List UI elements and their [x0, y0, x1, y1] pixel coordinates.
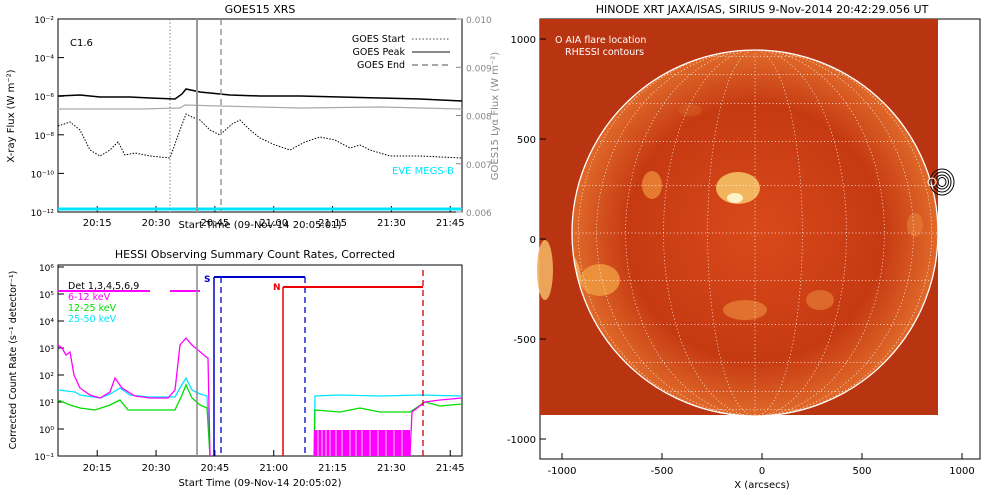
hessi-magenta-tail [409, 397, 462, 456]
goes-ytick-right-label: 0.009 [466, 64, 492, 74]
aia-flare-location-marker [927, 177, 937, 187]
goes-legend-label: GOES Start [352, 34, 405, 45]
limb-bright-region [537, 240, 553, 300]
hessi-xtick-label: 20:30 [142, 463, 171, 474]
hessi-frame [57, 264, 463, 457]
goes-xtick-label: 20:30 [142, 218, 171, 229]
goes-legend-label: GOES End [357, 60, 405, 71]
xrt-ytick-label: -500 [513, 335, 536, 346]
goes-xtick-label: 21:30 [377, 218, 406, 229]
goes-ytick-right-label: 0.006 [466, 209, 492, 219]
hessi-xtick-label: 21:15 [318, 463, 347, 474]
hessi-panel: HESSI Observing Summary Count Rates, Cor… [8, 248, 465, 489]
hessi-ytick-label: 10⁻¹ [34, 453, 54, 463]
hessi-xtick-label: 21:00 [259, 463, 288, 474]
xrt-xtick-label: 500 [852, 466, 871, 477]
goes-ytick-left-label: 10⁻¹² [31, 209, 55, 219]
hessi-legend-label: 25-50 keV [68, 314, 117, 325]
xrt-xtick-label: -1000 [547, 466, 576, 477]
goes-ytick-right-label: 0.008 [466, 113, 492, 123]
hessi-xtick-label: 21:30 [377, 463, 406, 474]
hessi-title: HESSI Observing Summary Count Rates, Cor… [115, 248, 395, 261]
grid-longitude-line [663, 50, 756, 416]
xrt-ytick-label: -1000 [507, 435, 536, 446]
hessi-saa-label: S [204, 275, 210, 285]
goes-ytick-left-label: 10⁻¹⁰ [31, 170, 55, 180]
goes-yaxis-right: 0.010 0.009 0.008 0.007 0.006 [456, 16, 492, 219]
grid-longitude-line [754, 50, 914, 416]
hessi-xtick-label: 21:45 [436, 463, 465, 474]
goes-title: GOES15 XRS [225, 3, 296, 16]
hessi-night-label: N [273, 283, 281, 293]
hessi-ytick-label: 10¹ [39, 399, 54, 409]
xrt-xlabel: X (arcsecs) [734, 480, 790, 491]
hessi-yaxis: 10⁶ 10⁵ 10⁴ 10³ 10² 10¹ 10⁰ 10⁻¹ [34, 264, 64, 463]
goes-xtick-label: 20:45 [200, 218, 229, 229]
xrt-legend-aia: O AIA flare location [555, 35, 646, 46]
hessi-legend-label: 12-25 keV [68, 303, 117, 314]
hessi-ylabel: Corrected Count Rate (s⁻¹ detector⁻¹) [8, 271, 19, 450]
goes-ylabel-left: X-ray Flux (W m⁻²) [6, 69, 17, 162]
hessi-ytick-label: 10² [39, 372, 54, 382]
goes-lya-line [58, 104, 462, 110]
hessi-magenta-hatch [317, 430, 403, 456]
goes-short-line [58, 113, 462, 159]
xrt-ytick-label: 1000 [511, 35, 536, 46]
goes-xtick-label: 21:15 [318, 218, 347, 229]
heliographic-grid [572, 50, 938, 416]
goes-ytick-right-label: 0.007 [466, 161, 492, 171]
goes-legend: GOES Start GOES Peak GOES End [352, 34, 450, 71]
hessi-ytick-label: 10⁴ [39, 318, 54, 328]
hessi-xtick-label: 20:45 [200, 463, 229, 474]
goes-long-line [58, 88, 462, 102]
hessi-xtick-label: 20:15 [83, 463, 112, 474]
goes-xtick-label: 20:15 [83, 218, 112, 229]
xrt-panel: HINODE XRT JAXA/ISAS, SIRIUS 9-Nov-2014 … [507, 3, 981, 491]
goes-ytick-left-label: 10⁻⁴ [34, 55, 54, 65]
hessi-ytick-label: 10³ [39, 345, 54, 355]
xrt-ytick-label: 0 [530, 235, 536, 246]
goes-ytick-left-label: 10⁻⁶ [34, 93, 54, 103]
xrt-xaxis: -1000 -500 0 500 1000 [547, 453, 975, 477]
hessi-ytick-label: 10⁵ [39, 291, 54, 301]
goes-ytick-left-label: 10⁻² [34, 16, 54, 26]
hessi-ytick-label: 10⁶ [39, 264, 54, 274]
goes-eve-label: EVE MEGS-B [392, 166, 454, 177]
goes-legend-label: GOES Peak [353, 47, 406, 58]
hessi-magenta-line [58, 337, 211, 456]
grid-longitude-line [707, 50, 756, 416]
xrt-title: HINODE XRT JAXA/ISAS, SIRIUS 9-Nov-2014 … [596, 3, 929, 16]
goes-xtick-label: 21:00 [259, 218, 288, 229]
xrt-legend-rhessi: RHESSI contours [565, 47, 644, 58]
grid-longitude-line [754, 50, 803, 416]
goes-xlabel: Start Time (09-Nov-14 20:05:01) [178, 220, 341, 231]
goes-xaxis: 20:15 20:30 20:45 21:00 21:15 21:30 21:45 [83, 206, 465, 229]
goes-yaxis-left: 10⁻² 10⁻⁴ 10⁻⁶ 10⁻⁸ 10⁻¹⁰ 10⁻¹² [31, 16, 64, 219]
xrt-xtick-label: 0 [759, 466, 765, 477]
hessi-xaxis: 20:15 20:30 20:45 21:00 21:15 21:30 21:45 [83, 450, 465, 474]
goes-class-label: C1.6 [70, 38, 93, 49]
grid-longitude-line [596, 50, 756, 416]
hessi-ytick-label: 10⁰ [39, 426, 54, 436]
goes-panel: GOES15 XRS 10⁻² 10⁻⁴ 10⁻⁶ 10⁻⁸ 10⁻¹⁰ 10⁻¹² 0.… [6, 3, 501, 231]
grid-longitude-line [754, 50, 847, 416]
xrt-yaxis: 1000 500 0 -500 -1000 [507, 35, 546, 446]
goes-ytick-left-label: 10⁻⁸ [34, 132, 54, 142]
goes-xtick-label: 21:45 [436, 218, 465, 229]
xrt-xtick-label: 1000 [949, 466, 974, 477]
hessi-legend-label: 6-12 keV [68, 292, 111, 303]
solar-limb [571, 49, 939, 417]
goes-ytick-right-label: 0.010 [466, 16, 492, 26]
goes-ylabel-right: GOES15 Lyα Flux (W m⁻²) [490, 52, 501, 180]
xrt-xtick-label: -500 [651, 466, 674, 477]
hessi-xlabel: Start Time (09-Nov-14 20:05:02) [178, 478, 341, 489]
hessi-legend-label: Det 1,3,4,5,6,9 [68, 281, 139, 292]
xrt-ytick-label: 500 [517, 135, 536, 146]
